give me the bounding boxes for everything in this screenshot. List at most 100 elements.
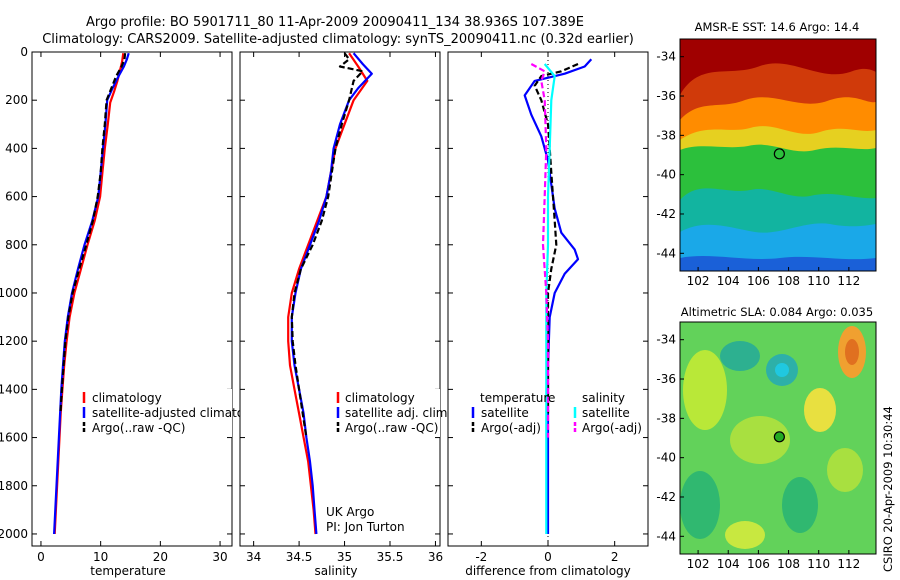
sst-map-ticks: 102 104 106 108 110 112 -34 -36 -38 -40 -42 -44 bbox=[656, 50, 860, 288]
difference-axes-ticks: -2 0 2 bbox=[448, 51, 648, 564]
side-timestamp-label: CSIRO 20-Apr-2009 10:30:44 bbox=[881, 406, 895, 572]
difference-legend: temperature salinity satellite Argo(-adj… bbox=[471, 391, 642, 435]
series-line-argo bbox=[290, 52, 364, 438]
map-y-tick-label: -42 bbox=[656, 207, 676, 221]
sst-map-panel: AMSR-E SST: 14.6 Argo: 14.4 102 104 106 108… bbox=[656, 20, 877, 288]
series-line-sal_argo bbox=[530, 63, 550, 438]
temperature-panel: 0 10 20 30 0 200 400 600 800 1000 1200 1400 1600 1800… bbox=[0, 45, 270, 578]
series-line-satellite bbox=[53, 52, 130, 535]
map-x-tick-label: 112 bbox=[837, 557, 860, 571]
y-tick-label: 600 bbox=[5, 190, 28, 204]
temperature-legend-argo: Argo(..raw -QC) bbox=[92, 421, 185, 435]
y-tick-label: 1000 bbox=[0, 286, 28, 300]
y-tick-label: 400 bbox=[5, 141, 28, 155]
temperature-axes-ticks: 0 10 20 30 0 200 400 600 800 1000 1200 1400 1600 1800… bbox=[0, 45, 232, 564]
map-y-tick-label: -34 bbox=[656, 50, 676, 64]
y-tick-label: 1200 bbox=[0, 334, 28, 348]
difference-legend-temp-argo: Argo(-adj) bbox=[481, 421, 541, 435]
series-line-argo bbox=[59, 53, 127, 414]
salinity-legend-box bbox=[334, 389, 440, 437]
salinity-annotation-pi: PI: Jon Turton bbox=[326, 520, 405, 534]
map-y-tick-label: -38 bbox=[656, 411, 676, 425]
y-tick-label: 0 bbox=[20, 45, 28, 59]
sst-band-blue bbox=[680, 256, 876, 271]
difference-legend-header-temperature: temperature bbox=[480, 391, 555, 405]
x-tick-label: 2 bbox=[611, 550, 619, 564]
sla-blob-orange-core bbox=[845, 339, 859, 365]
sla-map-ticks: 102 104 106 108 110 112 -34 -36 -38 -40 -42 -44 bbox=[656, 333, 860, 571]
map-x-tick-label: 104 bbox=[717, 557, 740, 571]
salinity-legend-sat: satellite adj. clim. bbox=[345, 406, 451, 420]
salinity-panel: 34 34.5 35 35.5 36 salinity climatology sate… bbox=[239, 51, 451, 578]
sla-blob-yellow-south bbox=[725, 521, 765, 549]
sst-argo-location-marker bbox=[773, 148, 785, 160]
sst-map-frame bbox=[679, 38, 877, 272]
salinity-legend-clim: climatology bbox=[345, 391, 415, 405]
map-y-tick-label: -34 bbox=[656, 333, 676, 347]
temperature-axes-frame bbox=[31, 51, 233, 547]
map-y-tick-label: -44 bbox=[656, 529, 676, 543]
y-tick-label: 1600 bbox=[0, 431, 28, 445]
x-tick-label: 34 bbox=[246, 550, 261, 564]
x-tick-label: 34.5 bbox=[286, 550, 313, 564]
series-line-climatology bbox=[287, 52, 369, 535]
x-tick-label: 35.5 bbox=[377, 550, 404, 564]
map-x-tick-label: 112 bbox=[837, 274, 860, 288]
y-tick-label: 800 bbox=[5, 238, 28, 252]
map-x-tick-label: 110 bbox=[807, 557, 830, 571]
y-tick-label: 200 bbox=[5, 93, 28, 107]
map-y-tick-label: -36 bbox=[656, 89, 676, 103]
difference-legend-sal-sat: satellite bbox=[582, 406, 630, 420]
difference-legend-sal-argo: Argo(-adj) bbox=[582, 421, 642, 435]
temperature-series bbox=[53, 52, 130, 535]
y-tick-label: 1400 bbox=[0, 382, 28, 396]
sla-blob-green-south bbox=[782, 477, 818, 533]
map-y-tick-label: -36 bbox=[656, 372, 676, 386]
map-y-tick-label: -40 bbox=[656, 451, 676, 465]
map-x-tick-label: 108 bbox=[777, 557, 800, 571]
map-y-tick-label: -38 bbox=[656, 128, 676, 142]
salinity-legend: climatology satellite adj. clim. Argo(..… bbox=[334, 389, 451, 437]
temperature-xlabel: temperature bbox=[90, 564, 165, 578]
sla-map-panel: Altimetric SLA: 0.084 Argo: 0.035 102 104… bbox=[656, 305, 877, 571]
sla-map-title: Altimetric SLA: 0.084 Argo: 0.035 bbox=[681, 305, 873, 319]
sla-blob-yellow-east bbox=[804, 388, 836, 432]
figure-title-line2: Climatology: CARS2009. Satellite-adjuste… bbox=[42, 32, 634, 47]
sla-blob-yellow-west bbox=[683, 350, 727, 430]
x-tick-label: 36 bbox=[428, 550, 443, 564]
map-x-tick-label: 110 bbox=[807, 274, 830, 288]
map-y-tick-label: -40 bbox=[656, 168, 676, 182]
x-tick-label: 10 bbox=[93, 550, 108, 564]
sla-blob-cyan bbox=[775, 363, 789, 377]
map-y-tick-label: -42 bbox=[656, 490, 676, 504]
x-tick-label: 20 bbox=[153, 550, 168, 564]
series-line-satellite bbox=[290, 52, 373, 535]
map-x-tick-label: 102 bbox=[687, 274, 710, 288]
difference-legend-temp-sat: satellite bbox=[481, 406, 529, 420]
x-tick-label: 0 bbox=[544, 550, 552, 564]
difference-legend-header-salinity: salinity bbox=[582, 391, 625, 405]
salinity-legend-argo: Argo(..raw -QC) bbox=[345, 421, 438, 435]
sla-map-frame bbox=[679, 321, 877, 555]
y-tick-label: 1800 bbox=[0, 479, 28, 493]
map-x-tick-label: 106 bbox=[747, 557, 770, 571]
temperature-legend-clim: climatology bbox=[92, 391, 162, 405]
x-tick-label: 30 bbox=[212, 550, 227, 564]
sst-map-title: AMSR-E SST: 14.6 Argo: 14.4 bbox=[695, 20, 860, 34]
map-x-tick-label: 102 bbox=[687, 557, 710, 571]
sla-blob-green-southwest bbox=[680, 471, 720, 539]
x-tick-label: -2 bbox=[475, 550, 487, 564]
map-x-tick-label: 106 bbox=[747, 274, 770, 288]
temperature-legend: climatology satellite-adjusted climatolo… bbox=[80, 389, 270, 437]
salinity-axes-ticks: 34 34.5 35 35.5 36 bbox=[240, 51, 443, 564]
temperature-legend-sat: satellite-adjusted climatology bbox=[92, 406, 270, 420]
salinity-annotation-program: UK Argo bbox=[326, 505, 374, 519]
difference-panel: -2 0 2 difference from climatology tempera… bbox=[447, 51, 649, 578]
difference-xlabel: difference from climatology bbox=[465, 564, 631, 578]
salinity-xlabel: salinity bbox=[314, 564, 357, 578]
sla-blob-teal-1 bbox=[720, 341, 760, 371]
y-tick-label: 2000 bbox=[0, 527, 28, 541]
sla-blob-yellow-southeast bbox=[827, 448, 863, 492]
figure-title-line1: Argo profile: BO 5901711_80 11-Apr-2009 … bbox=[86, 15, 584, 30]
